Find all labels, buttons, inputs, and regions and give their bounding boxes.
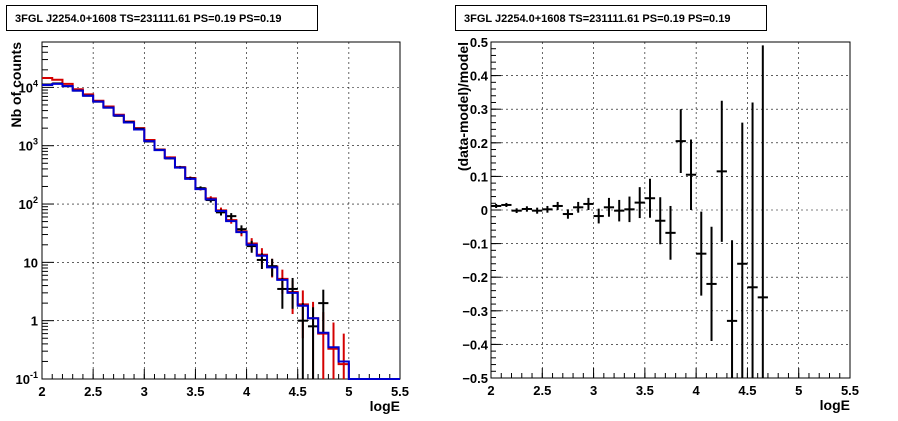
y-tick-label: 103: [19, 137, 38, 154]
y-tick-label: 0: [481, 203, 488, 218]
y-tick-label: −0.2: [462, 270, 488, 285]
y-tick-label: 0.4: [470, 69, 489, 84]
y-tick-label: 10: [24, 255, 38, 270]
y-axis-title: (data-model)/model: [455, 42, 471, 171]
left-panel-title: 3FGL J2254.0+1608 TS=231111.61 PS=0.19 P…: [6, 5, 318, 31]
x-tick-label: 3: [141, 384, 148, 399]
x-tick-label: 3.5: [186, 384, 204, 399]
y-tick-label: −0.4: [462, 337, 488, 352]
y-tick-label: −0.1: [462, 237, 488, 252]
y-tick-label: 0.3: [470, 102, 488, 117]
residuals-panel: 2 2.5 3 3.5 4 4.5 5 5.5 −0.5 −0.4 −0.3 −0.2 −0.1 0 0.1…: [455, 35, 859, 413]
x-axis-title: logE: [820, 397, 850, 413]
x-tick-label: 2: [38, 384, 45, 399]
x-tick-label: 5.5: [391, 384, 409, 399]
x-tick-label: 2.5: [533, 383, 551, 398]
x-tick-label: 5: [345, 384, 352, 399]
x-tick-label: 5.5: [841, 383, 859, 398]
y-tick-label: 0.2: [470, 136, 488, 151]
x-tick-label: 4.5: [738, 383, 756, 398]
right-panel-title: 3FGL J2254.0+1608 TS=231111.61 PS=0.19 P…: [455, 5, 767, 31]
y-tick-label: −0.3: [462, 304, 488, 319]
x-tick-label: 4.5: [289, 384, 307, 399]
x-tick-label: 2: [487, 383, 494, 398]
plot-frame: [41, 41, 401, 380]
y-tick-label: 10-1: [16, 370, 38, 387]
y-axis-title: Nb of counts: [8, 42, 24, 128]
x-tick-label: 3: [590, 383, 597, 398]
model-histogram-red: [42, 76, 400, 380]
x-tick-label: 4: [243, 384, 251, 399]
y-tick-label: −0.5: [462, 371, 488, 386]
x-axis-title: logE: [370, 398, 400, 414]
y-tick-label: 102: [19, 195, 38, 212]
y-tick-label: 0.5: [470, 35, 488, 50]
y-tick-label: 0.1: [470, 169, 488, 184]
model-histogram-blue: [42, 82, 400, 380]
x-tick-label: 2.5: [84, 384, 102, 399]
y-tick-label: 1: [31, 314, 38, 329]
x-tick-label: 5: [795, 383, 802, 398]
x-tick-label: 3.5: [636, 383, 654, 398]
x-tick-label: 4: [693, 383, 701, 398]
y-tick-label: 104: [19, 78, 38, 95]
